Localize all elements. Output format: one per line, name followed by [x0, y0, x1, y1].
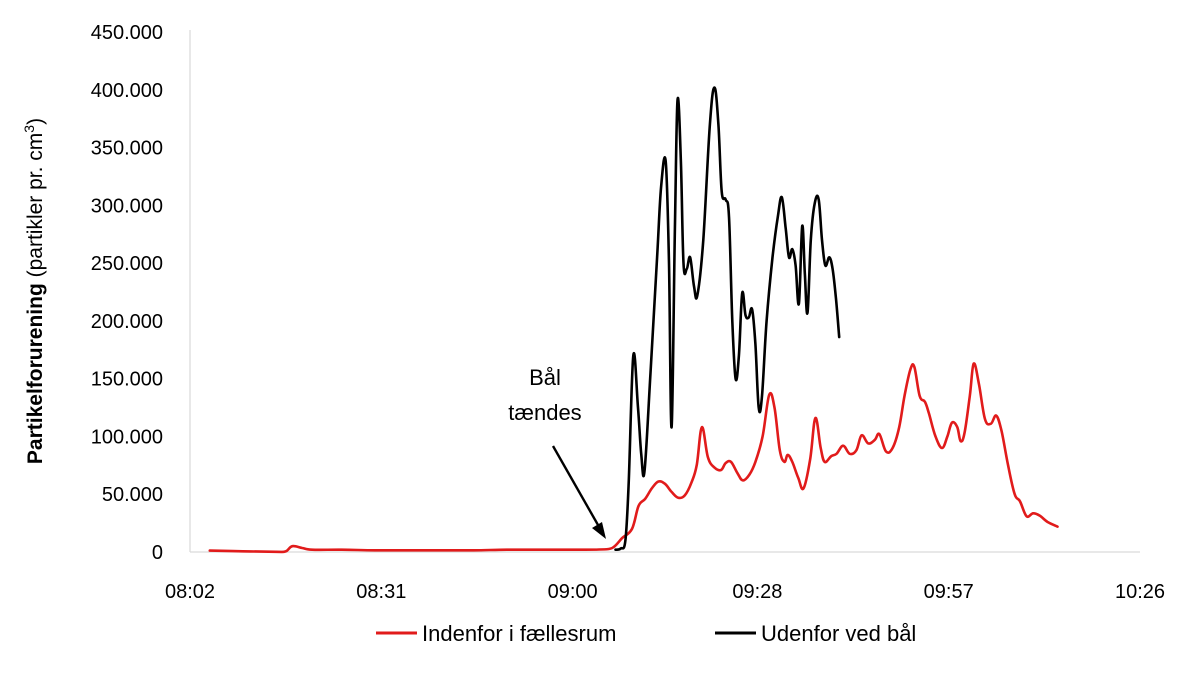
ignition-annotation: Bål tændes: [508, 365, 606, 539]
y-tick-label: 200.000: [91, 311, 163, 333]
axes: [189, 30, 1140, 553]
legend-label-indenfor: Indenfor i fællesrum: [422, 621, 616, 646]
y-tick-label: 350.000: [91, 138, 163, 160]
x-tick-label: 10:26: [1115, 581, 1165, 603]
annotation-arrowhead: [592, 522, 606, 539]
annotation-arrow: [551, 445, 604, 533]
annotation-line-2: tændes: [508, 400, 581, 425]
x-tick-label: 09:00: [548, 581, 598, 603]
legend-label-udenfor: Udenfor ved bål: [761, 621, 916, 646]
x-tick-label: 08:02: [165, 581, 215, 603]
y-tick-labels: 0 50.000 100.000 150.000 200.000 250.000 300.0…: [91, 22, 163, 564]
annotation-line-1: Bål: [529, 365, 561, 390]
series-indenfor-line: [208, 362, 1059, 554]
legend: Indenfor i fællesrum Udenfor ved bål: [376, 621, 916, 646]
y-axis-label: Partikelforurening (partikler pr. cm3): [21, 118, 47, 464]
y-tick-label: 150.000: [91, 369, 163, 391]
y-tick-label: 0: [152, 542, 163, 564]
y-tick-label: 300.000: [91, 195, 163, 217]
y-axis-label-end: ): [24, 118, 47, 125]
series-udenfor-line: [614, 86, 841, 551]
y-tick-label: 250.000: [91, 253, 163, 275]
x-tick-label: 09:57: [924, 581, 974, 603]
x-tick-label: 08:31: [356, 581, 406, 603]
y-tick-label: 100.000: [91, 426, 163, 448]
x-tick-label: 09:28: [732, 581, 782, 603]
y-tick-label: 450.000: [91, 22, 163, 44]
y-tick-label: 50.000: [102, 484, 163, 506]
series-group: [208, 86, 1059, 554]
y-axis-label-superscript: 3: [21, 125, 37, 133]
y-axis-label-bold: Partikelforurening: [24, 283, 47, 464]
x-tick-labels: 08:02 08:31 09:00 09:28 09:57 10:26: [165, 581, 1165, 603]
y-tick-label: 400.000: [91, 80, 163, 102]
y-axis-label-rest: (partikler pr. cm: [24, 133, 47, 284]
